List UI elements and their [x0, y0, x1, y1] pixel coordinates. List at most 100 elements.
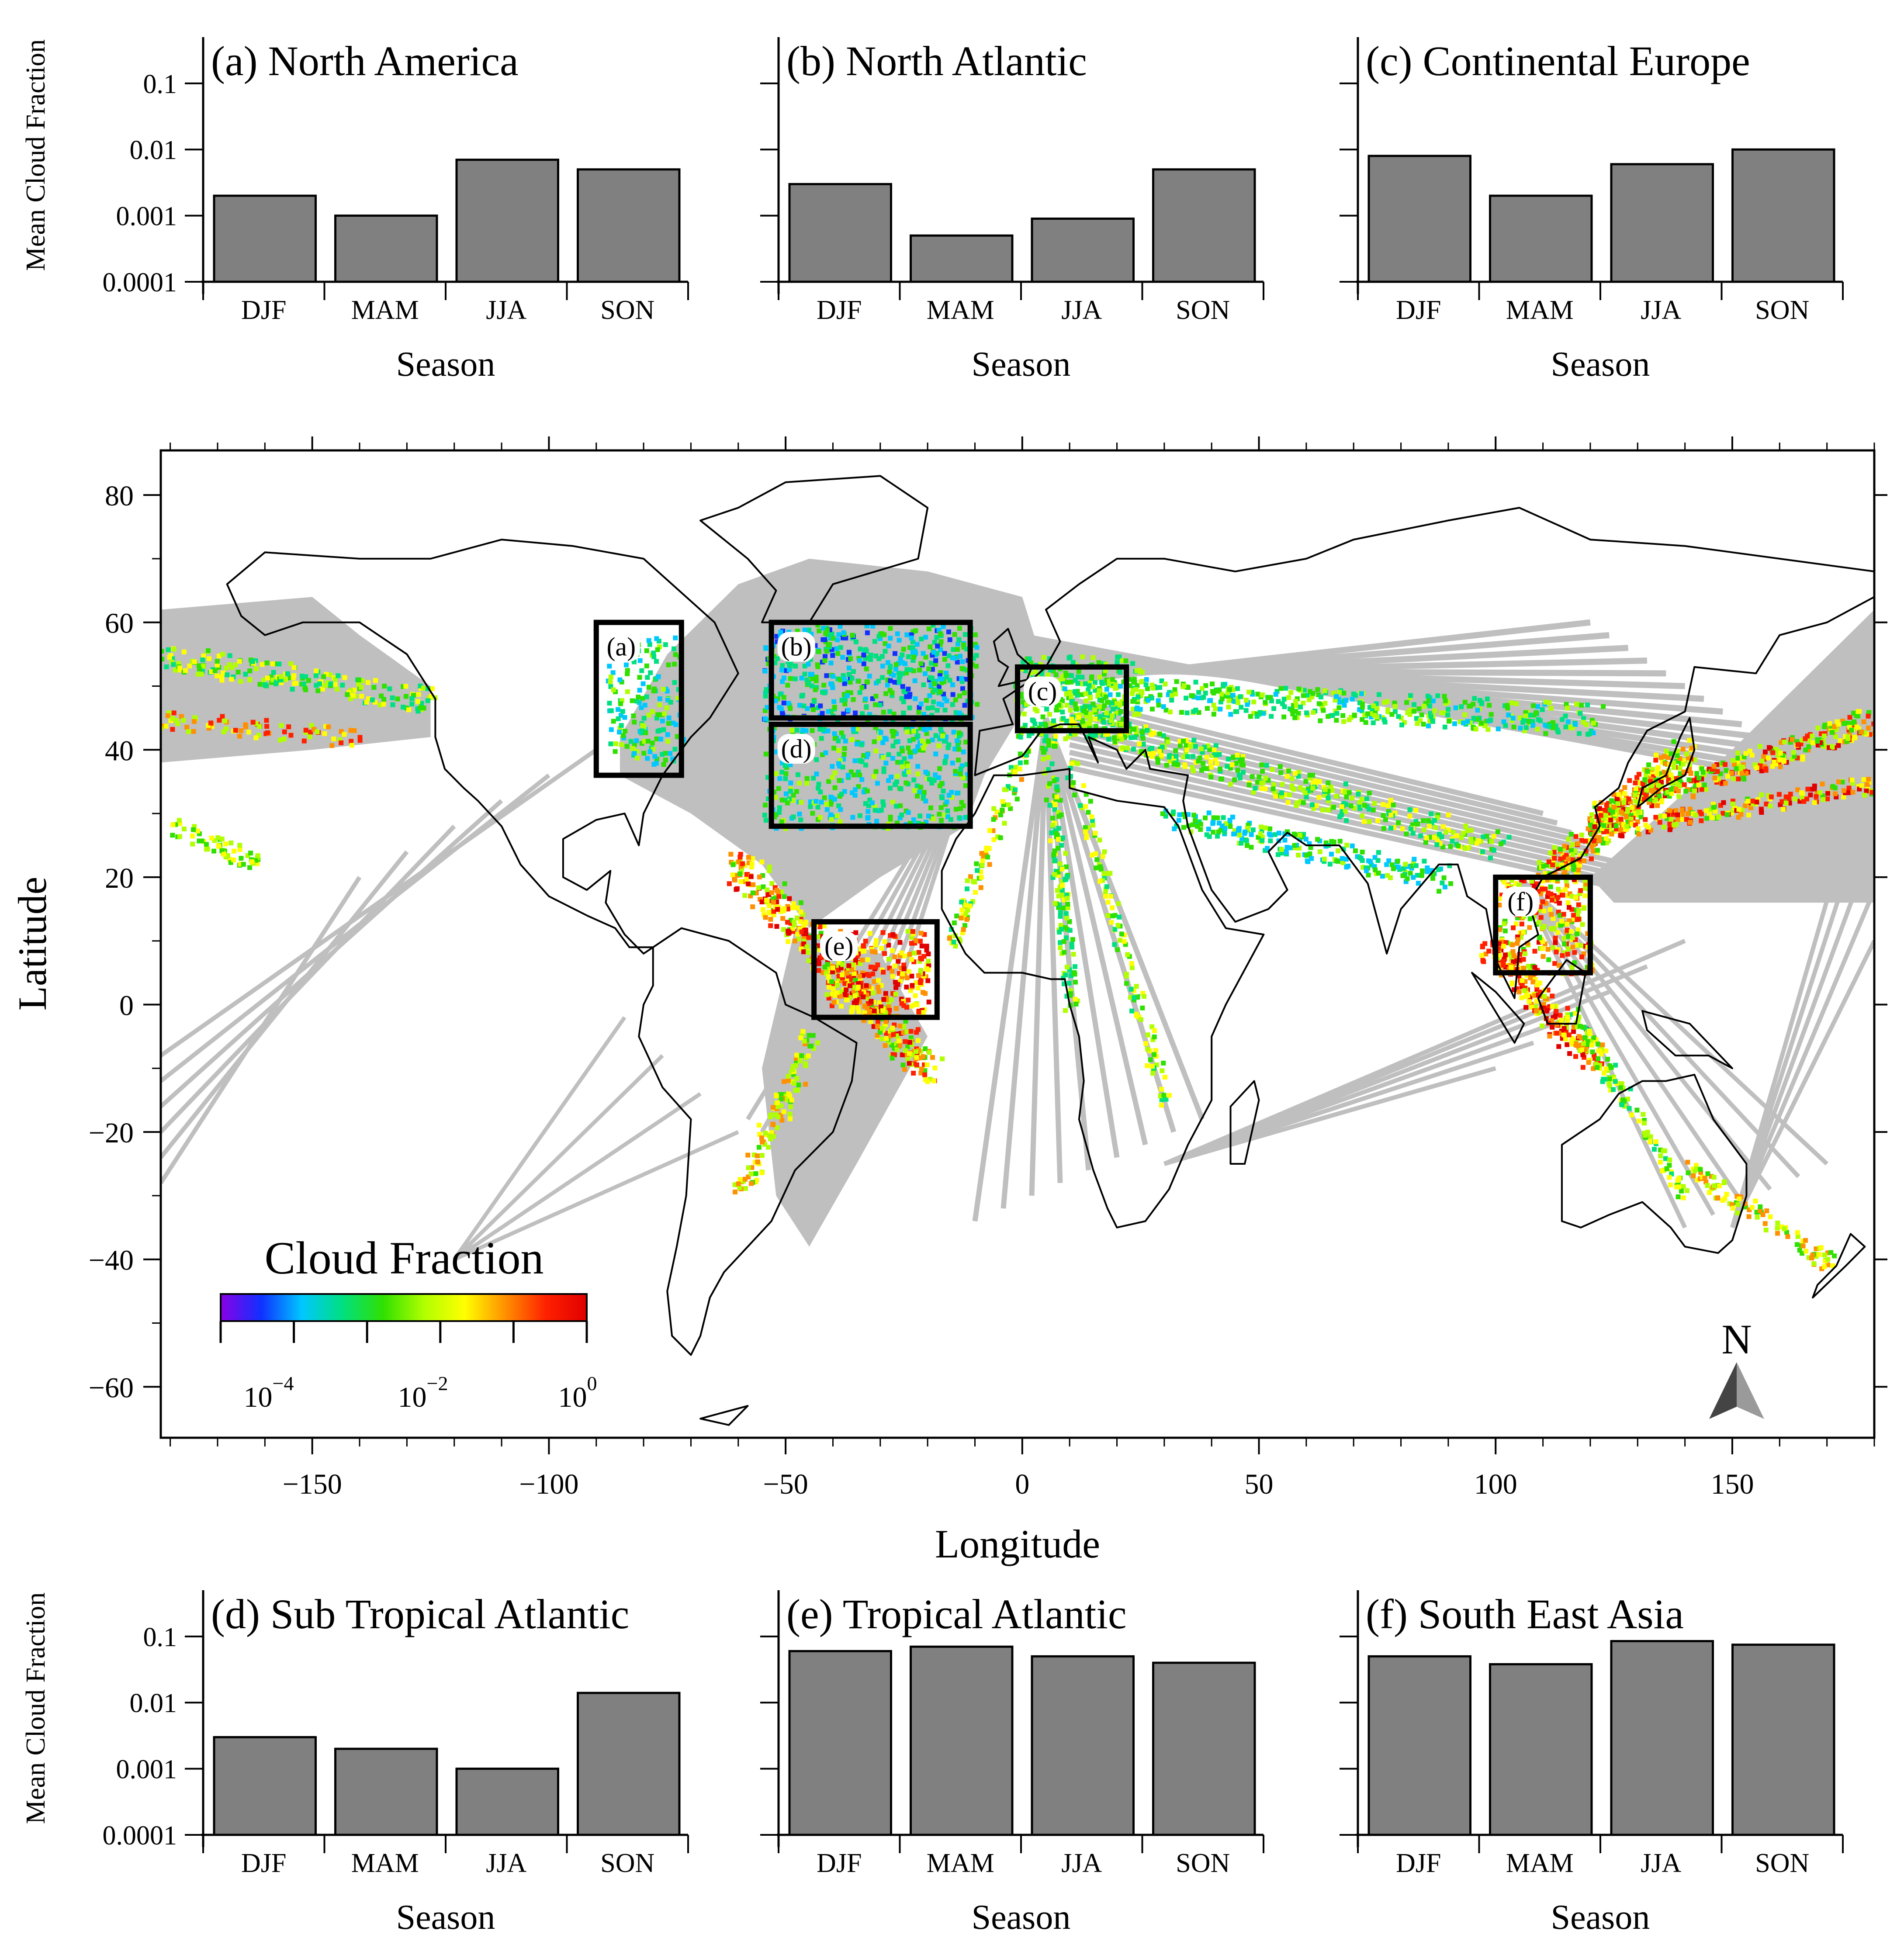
heat-cell	[1451, 830, 1456, 835]
heat-cell	[1075, 761, 1080, 766]
heat-cell	[938, 805, 944, 810]
heat-cell	[895, 982, 900, 987]
heat-cell	[1132, 677, 1137, 682]
heat-cell	[1273, 794, 1278, 799]
heat-cell	[611, 687, 616, 692]
heat-cell	[1445, 699, 1451, 705]
heat-cell	[923, 1046, 928, 1052]
heat-cell	[1058, 910, 1063, 915]
heat-cell	[769, 1130, 774, 1135]
heat-cell	[909, 941, 914, 946]
heat-cell	[1634, 775, 1640, 780]
heat-cell	[785, 800, 790, 806]
heat-cell	[782, 906, 787, 911]
heat-cell	[951, 939, 956, 945]
heat-cell	[1505, 703, 1510, 708]
heat-cell	[1418, 718, 1423, 723]
heat-cell	[1236, 827, 1241, 832]
heat-cell	[1233, 761, 1239, 766]
heat-cell	[1521, 930, 1526, 935]
heat-cell	[1534, 1008, 1539, 1014]
heat-cell	[778, 692, 783, 697]
heat-cell	[779, 797, 785, 803]
heat-cell	[651, 762, 657, 767]
heat-cell	[965, 878, 970, 883]
heat-cell	[1087, 691, 1092, 696]
heat-cell	[1601, 837, 1606, 842]
heat-cell	[959, 679, 965, 684]
heat-cell	[1167, 709, 1173, 715]
heat-cell	[656, 638, 661, 644]
heat-cell	[763, 1131, 768, 1136]
heat-cell	[1592, 824, 1597, 829]
heat-cell	[1468, 703, 1473, 709]
heat-cell	[1228, 765, 1233, 771]
bar	[788, 183, 892, 283]
heat-cell	[1215, 815, 1220, 820]
heat-cell	[1677, 765, 1682, 771]
heat-cell	[1128, 995, 1133, 1000]
heat-cell	[848, 680, 853, 685]
heat-cell	[1218, 706, 1223, 712]
heat-cell	[1061, 897, 1066, 903]
heat-cell	[1443, 698, 1448, 703]
heat-cell	[1130, 688, 1135, 693]
heat-cell	[836, 803, 841, 808]
heat-cell	[1336, 697, 1341, 702]
heat-cell	[1309, 802, 1315, 807]
heat-cell	[1160, 744, 1165, 750]
heat-cell	[1087, 716, 1093, 722]
heat-cell	[1375, 858, 1381, 863]
heat-cell	[1064, 915, 1070, 920]
y-tick-label: 0.1	[143, 1623, 177, 1652]
heat-cell	[756, 1145, 762, 1150]
heat-cell	[1569, 965, 1575, 970]
heat-cell	[839, 1003, 844, 1009]
heat-cell	[1139, 749, 1144, 754]
heat-cell	[632, 720, 637, 725]
heat-cell	[1296, 774, 1301, 779]
heat-cell	[1059, 843, 1064, 848]
heat-cell	[890, 734, 896, 739]
heat-cell	[906, 686, 911, 692]
heat-cell	[889, 997, 894, 1002]
heat-cell	[956, 747, 962, 752]
heat-cell	[1060, 883, 1065, 888]
heat-cell	[1107, 678, 1112, 684]
heat-cell	[1657, 771, 1662, 776]
heat-cell	[1384, 862, 1389, 867]
heat-cell	[1131, 747, 1136, 752]
heat-cell	[675, 734, 680, 739]
heat-cell	[894, 1033, 899, 1038]
heat-cell	[1114, 701, 1119, 706]
heat-cell	[830, 991, 835, 997]
heat-cell	[1055, 888, 1060, 893]
heat-cell	[1538, 891, 1544, 896]
heat-cell	[1045, 784, 1051, 789]
heat-cell	[1401, 866, 1406, 871]
heat-cell	[1534, 999, 1540, 1004]
heat-cell	[1550, 993, 1555, 999]
heat-cell	[774, 749, 779, 754]
heat-cell	[1534, 985, 1540, 990]
heat-cell	[1640, 781, 1645, 786]
heat-cell	[1090, 823, 1096, 828]
heat-cell	[1447, 719, 1452, 724]
heat-cell	[1190, 743, 1195, 748]
heat-cell	[1554, 899, 1559, 904]
heat-cell	[1575, 927, 1581, 933]
heat-cell	[1522, 728, 1527, 734]
heat-cell	[1510, 716, 1516, 721]
heat-cell	[1340, 860, 1346, 865]
heat-cell	[900, 1052, 905, 1057]
heat-cell	[1149, 706, 1155, 712]
heat-cell	[794, 789, 799, 794]
heat-cell	[1579, 702, 1584, 708]
heat-cell	[894, 1006, 899, 1011]
map-panel: (a) (b)(c)(d)(e)(f) −150 −100 −50 0 50 100 1508…	[10, 436, 1887, 1566]
heat-cell	[861, 789, 866, 795]
heat-cell	[879, 1026, 885, 1031]
heat-cell	[834, 646, 839, 651]
heat-cell	[886, 1040, 891, 1045]
heat-cell	[1057, 884, 1063, 889]
